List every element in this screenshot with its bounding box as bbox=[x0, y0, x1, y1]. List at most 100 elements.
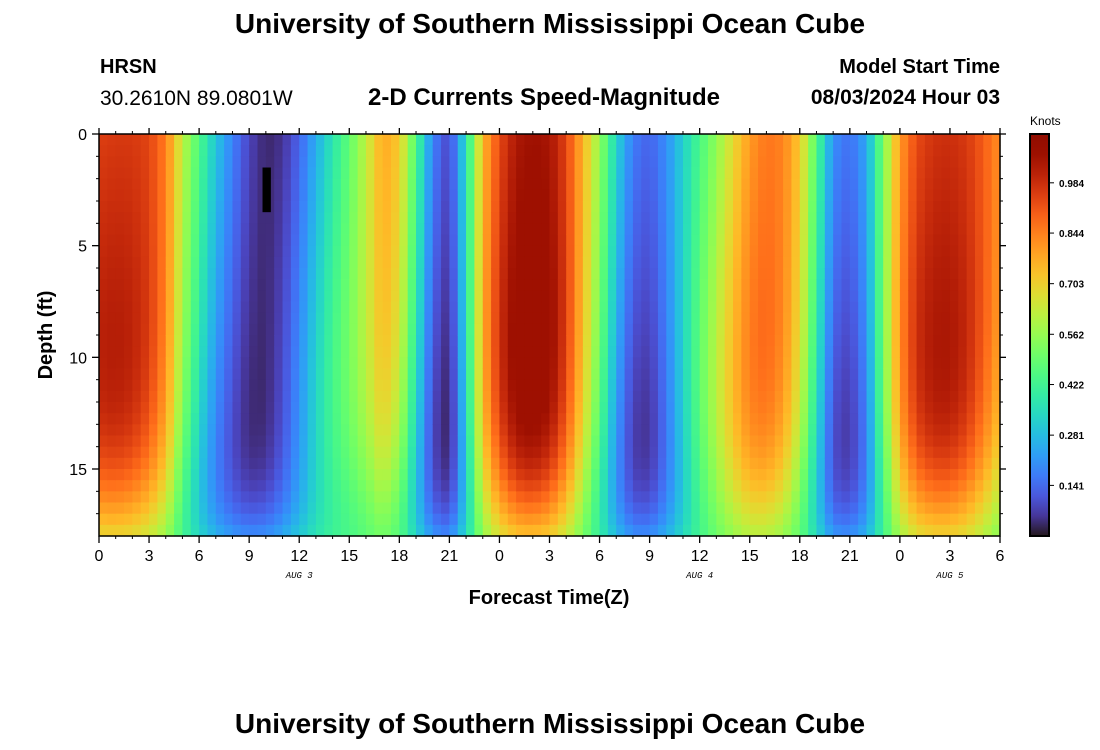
heatmap-cell bbox=[649, 178, 659, 191]
heatmap-cell bbox=[390, 446, 400, 459]
heatmap-cell bbox=[265, 379, 275, 392]
heatmap-cell bbox=[933, 212, 943, 224]
heatmap-cell bbox=[332, 312, 342, 325]
heatmap-cell bbox=[165, 502, 175, 515]
heatmap-cell bbox=[883, 223, 893, 236]
heatmap-cell bbox=[891, 402, 901, 414]
heatmap-cell bbox=[799, 335, 809, 347]
heatmap-cell bbox=[958, 357, 968, 370]
heatmap-cell bbox=[240, 201, 250, 213]
heatmap-cell bbox=[774, 323, 784, 336]
heatmap-cell bbox=[157, 513, 167, 526]
heatmap-cell bbox=[958, 145, 968, 157]
heatmap-cell bbox=[424, 502, 434, 515]
heatmap-cell bbox=[182, 368, 192, 381]
heatmap-cell bbox=[708, 457, 717, 470]
heatmap-cell bbox=[399, 245, 409, 258]
heatmap-cell bbox=[499, 290, 509, 303]
heatmap-cell bbox=[307, 178, 317, 191]
heatmap-cell bbox=[365, 201, 375, 213]
heatmap-cell bbox=[849, 223, 859, 236]
heatmap-cell bbox=[265, 223, 275, 236]
heatmap-cell bbox=[299, 178, 309, 191]
heatmap-cell bbox=[908, 178, 918, 191]
heatmap-cell bbox=[132, 413, 142, 425]
heatmap-cell bbox=[432, 502, 442, 515]
heatmap-cell bbox=[541, 491, 551, 504]
heatmap-cell bbox=[883, 524, 893, 537]
heatmap-cell bbox=[165, 256, 175, 269]
heatmap-cell bbox=[808, 134, 818, 146]
heatmap-cell bbox=[733, 435, 742, 448]
heatmap-cell bbox=[716, 201, 726, 213]
heatmap-cell bbox=[224, 223, 234, 236]
heatmap-cell bbox=[983, 167, 993, 180]
heatmap-cell bbox=[691, 390, 701, 403]
heatmap-cell bbox=[524, 156, 534, 169]
heatmap-cell bbox=[899, 201, 909, 213]
heatmap-cell bbox=[716, 234, 726, 247]
heatmap-cell bbox=[257, 145, 267, 157]
heatmap-cell bbox=[124, 301, 133, 314]
heatmap-cell bbox=[507, 524, 517, 537]
heatmap-cell bbox=[174, 167, 184, 180]
heatmap-cell bbox=[432, 134, 442, 146]
heatmap-cell bbox=[899, 134, 909, 146]
heatmap-cell bbox=[924, 424, 934, 437]
heatmap-cell bbox=[566, 268, 576, 280]
heatmap-cell bbox=[649, 435, 659, 448]
heatmap-cell bbox=[682, 513, 692, 526]
heatmap-cell bbox=[766, 212, 776, 224]
heatmap-cell bbox=[199, 178, 209, 191]
heatmap-cell bbox=[557, 346, 567, 358]
heatmap-cell bbox=[124, 256, 133, 269]
heatmap-cell bbox=[140, 524, 150, 537]
heatmap-cell bbox=[774, 502, 784, 515]
heatmap-cell bbox=[816, 424, 826, 437]
heatmap-cell bbox=[232, 424, 242, 437]
heatmap-cell bbox=[115, 268, 125, 280]
heatmap-cell bbox=[140, 323, 150, 336]
heatmap-cell bbox=[649, 323, 659, 336]
heatmap-cell bbox=[582, 469, 592, 481]
heatmap-cell bbox=[691, 379, 701, 392]
heatmap-cell bbox=[357, 189, 367, 202]
heatmap-cell bbox=[966, 279, 976, 291]
heatmap-cell bbox=[466, 368, 476, 381]
heatmap-cell bbox=[808, 480, 818, 492]
heatmap-cell bbox=[916, 413, 926, 425]
heatmap-cell bbox=[657, 245, 667, 258]
heatmap-cell bbox=[824, 312, 834, 325]
heatmap-cell bbox=[232, 301, 242, 314]
heatmap-cell bbox=[624, 256, 634, 269]
heatmap-cell bbox=[833, 290, 843, 303]
heatmap-cell bbox=[816, 134, 826, 146]
heatmap-cell bbox=[315, 290, 325, 303]
heatmap-cell bbox=[557, 290, 567, 303]
heatmap-cell bbox=[165, 390, 175, 403]
heatmap-cell bbox=[199, 424, 209, 437]
heatmap-cell bbox=[132, 368, 142, 381]
heatmap-cell bbox=[949, 201, 959, 213]
heatmap-cell bbox=[390, 156, 400, 169]
heatmap-cell bbox=[674, 435, 684, 448]
heatmap-cell bbox=[499, 513, 509, 526]
heatmap-cell bbox=[107, 457, 117, 470]
heatmap-cell bbox=[474, 268, 484, 280]
heatmap-cell bbox=[933, 189, 943, 202]
heatmap-cell bbox=[708, 480, 717, 492]
heatmap-cell bbox=[858, 469, 868, 481]
heatmap-cell bbox=[758, 469, 767, 481]
heatmap-cell bbox=[240, 301, 250, 314]
heatmap-cell bbox=[157, 435, 167, 448]
heatmap-cell bbox=[949, 245, 959, 258]
heatmap-cell bbox=[382, 390, 392, 403]
heatmap-cell bbox=[616, 290, 626, 303]
heatmap-cell bbox=[282, 513, 292, 526]
heatmap-cell bbox=[315, 502, 325, 515]
heatmap-cell bbox=[357, 145, 367, 157]
heatmap-cell bbox=[474, 480, 484, 492]
heatmap-cell bbox=[499, 156, 509, 169]
heatmap-cell bbox=[182, 189, 192, 202]
heatmap-cell bbox=[332, 424, 342, 437]
